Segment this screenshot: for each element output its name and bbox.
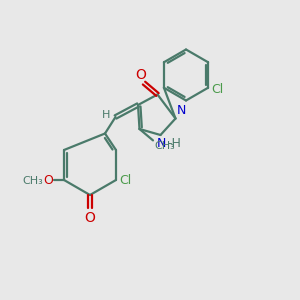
Text: CH₃: CH₃ — [154, 141, 175, 151]
Text: -H: -H — [167, 137, 181, 150]
Text: O: O — [44, 173, 53, 187]
Text: O: O — [136, 68, 146, 82]
Text: N: N — [177, 104, 186, 117]
Text: N: N — [156, 137, 166, 150]
Text: CH₃: CH₃ — [23, 176, 44, 186]
Text: O: O — [85, 211, 95, 225]
Text: Cl: Cl — [212, 83, 224, 96]
Text: H: H — [102, 110, 110, 120]
Text: Cl: Cl — [119, 173, 131, 187]
